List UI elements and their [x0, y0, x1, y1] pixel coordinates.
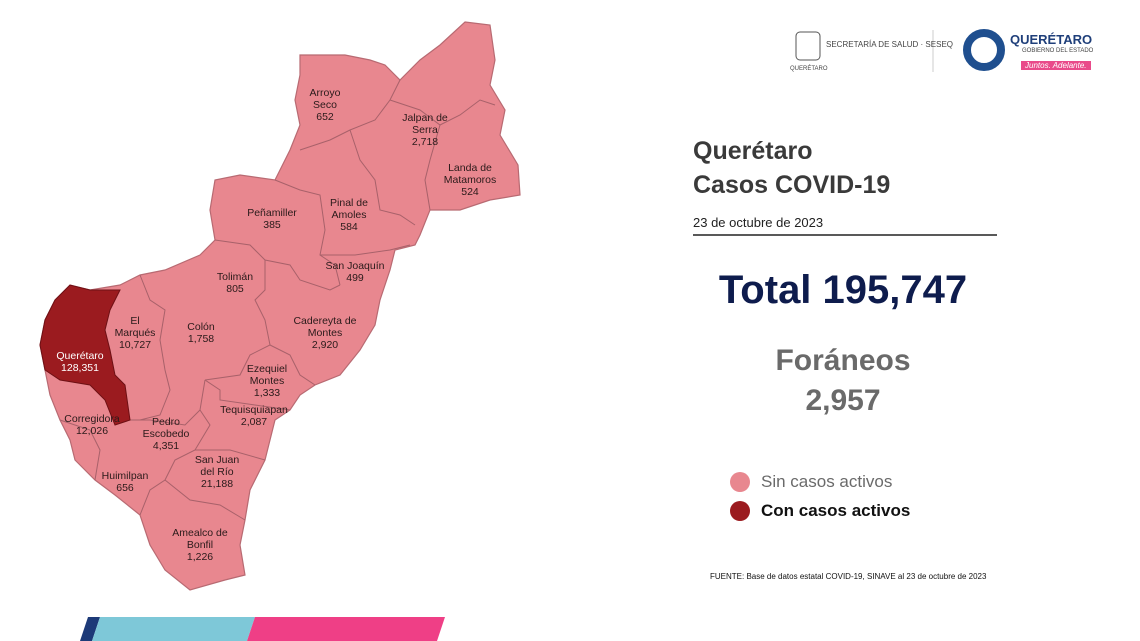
municipality-name: Ezequiel Montes	[246, 363, 288, 387]
municipality-name: San Juan del Río	[194, 454, 240, 478]
municipality-label: Pinal de Amoles 584	[324, 197, 374, 233]
municipality-cases: 1,758	[187, 333, 215, 345]
title: Querétaro	[693, 137, 813, 165]
municipality-name: Corregidora	[64, 413, 120, 425]
municipality-label: Ezequiel Montes 1,333	[242, 363, 292, 399]
municipality-name: Landa de Matamoros	[443, 162, 497, 186]
municipality-name: Arroyo Seco	[309, 87, 341, 111]
date: 23 de octubre de 2023	[693, 215, 824, 230]
municipality-cases: 524	[461, 186, 479, 198]
municipality-name: Pedro Escobedo	[142, 416, 190, 440]
footer-stripe	[247, 617, 445, 641]
logo-text: SECRETARÍA DE SALUD · SESEQ	[826, 40, 953, 49]
municipality-name: Peñamiller	[247, 207, 297, 219]
logo-q	[963, 29, 1005, 71]
municipality-label: Jalpan de Serra 2,718	[400, 112, 450, 148]
municipality-label: Corregidora 12,026	[57, 413, 127, 437]
municipality-cases: 499	[346, 272, 364, 284]
total-value: 195,747	[822, 268, 968, 312]
municipality-label: San Juan del Río 21,188	[190, 454, 245, 490]
subtitle: Casos COVID-19	[693, 171, 891, 199]
municipality-cases: 2,920	[311, 339, 339, 351]
municipality-name: San Joaquín	[325, 260, 385, 272]
municipality-label: Tolimán 805	[205, 271, 265, 295]
legend-swatch	[730, 472, 750, 492]
municipality-cases: 1,226	[186, 551, 214, 563]
logo-text: QUERÉTARO	[1010, 32, 1093, 47]
logo-emblem	[795, 31, 821, 61]
municipality-label: Amealco de Bonfil 1,226	[170, 527, 230, 563]
legend-label: Sin casos activos	[761, 472, 893, 491]
municipality-cases: 652	[316, 111, 334, 123]
footer-stripe	[92, 617, 255, 641]
municipality-cases: 584	[340, 221, 358, 233]
municipality-cases: 805	[226, 283, 244, 295]
foraneos-label: Foráneos	[775, 344, 911, 377]
legend-swatch	[730, 501, 750, 521]
municipality-label: El Marqués 10,727	[110, 315, 160, 351]
logo-slogan: Juntos. Adelante.	[1021, 61, 1091, 70]
municipality-name: Amealco de Bonfil	[172, 527, 228, 551]
municipality-cases: 21,188	[200, 478, 234, 490]
municipality-label: Peñamiller 385	[237, 207, 307, 231]
footer-stripe	[80, 617, 100, 641]
municipality-cases: 128,351	[61, 362, 99, 374]
municipality-cases: 1,333	[253, 387, 281, 399]
municipality-cases: 10,727	[118, 339, 152, 351]
total: Total 195,747	[643, 268, 1043, 313]
municipality-cases: 12,026	[75, 425, 109, 437]
municipality-name: Tequisquiapan	[220, 404, 288, 416]
municipality-label: Querétaro 128,351	[45, 350, 115, 374]
municipality-cases: 4,351	[152, 440, 180, 452]
municipality-name: Jalpan de Serra	[402, 112, 448, 136]
legend-label: Con casos activos	[761, 501, 911, 520]
municipality-name: Cadereyta de Montes	[293, 315, 357, 339]
municipality-cases: 2,087	[240, 416, 268, 428]
municipality-name: Huimilpan	[101, 470, 149, 482]
municipality-cases: 2,718	[411, 136, 439, 148]
municipality-label: San Joaquín 499	[320, 260, 390, 284]
foraneos-value: 2,957	[805, 384, 881, 417]
municipality-name: Tolimán	[216, 271, 254, 283]
municipality-cases: 656	[116, 482, 134, 494]
municipality-name: Pinal de Amoles	[330, 197, 368, 221]
total-label: Total	[718, 268, 812, 312]
municipality-label: Tequisquiapan 2,087	[214, 404, 294, 428]
source: FUENTE: Base de datos estatal COVID-19, …	[710, 572, 987, 581]
logo-text: GOBIERNO DEL ESTADO	[1022, 48, 1094, 54]
active-municipality	[39, 284, 131, 426]
municipality-name: Querétaro	[56, 350, 104, 362]
municipality-label: Colón 1,758	[176, 321, 226, 345]
municipality-cases: 385	[263, 219, 281, 231]
municipality-label: Huimilpan 656	[95, 470, 155, 494]
municipality-label: Arroyo Seco 652	[300, 87, 350, 123]
municipality-label: Pedro Escobedo 4,351	[136, 416, 196, 452]
municipality-name: El Marqués	[114, 315, 156, 339]
municipality-label: Cadereyta de Montes 2,920	[290, 315, 360, 351]
logo-text: QUERÉTARO	[790, 66, 828, 72]
municipality-label: Landa de Matamoros 524	[438, 162, 503, 198]
borders	[59, 79, 496, 521]
municipality-name: Colón	[187, 321, 215, 333]
